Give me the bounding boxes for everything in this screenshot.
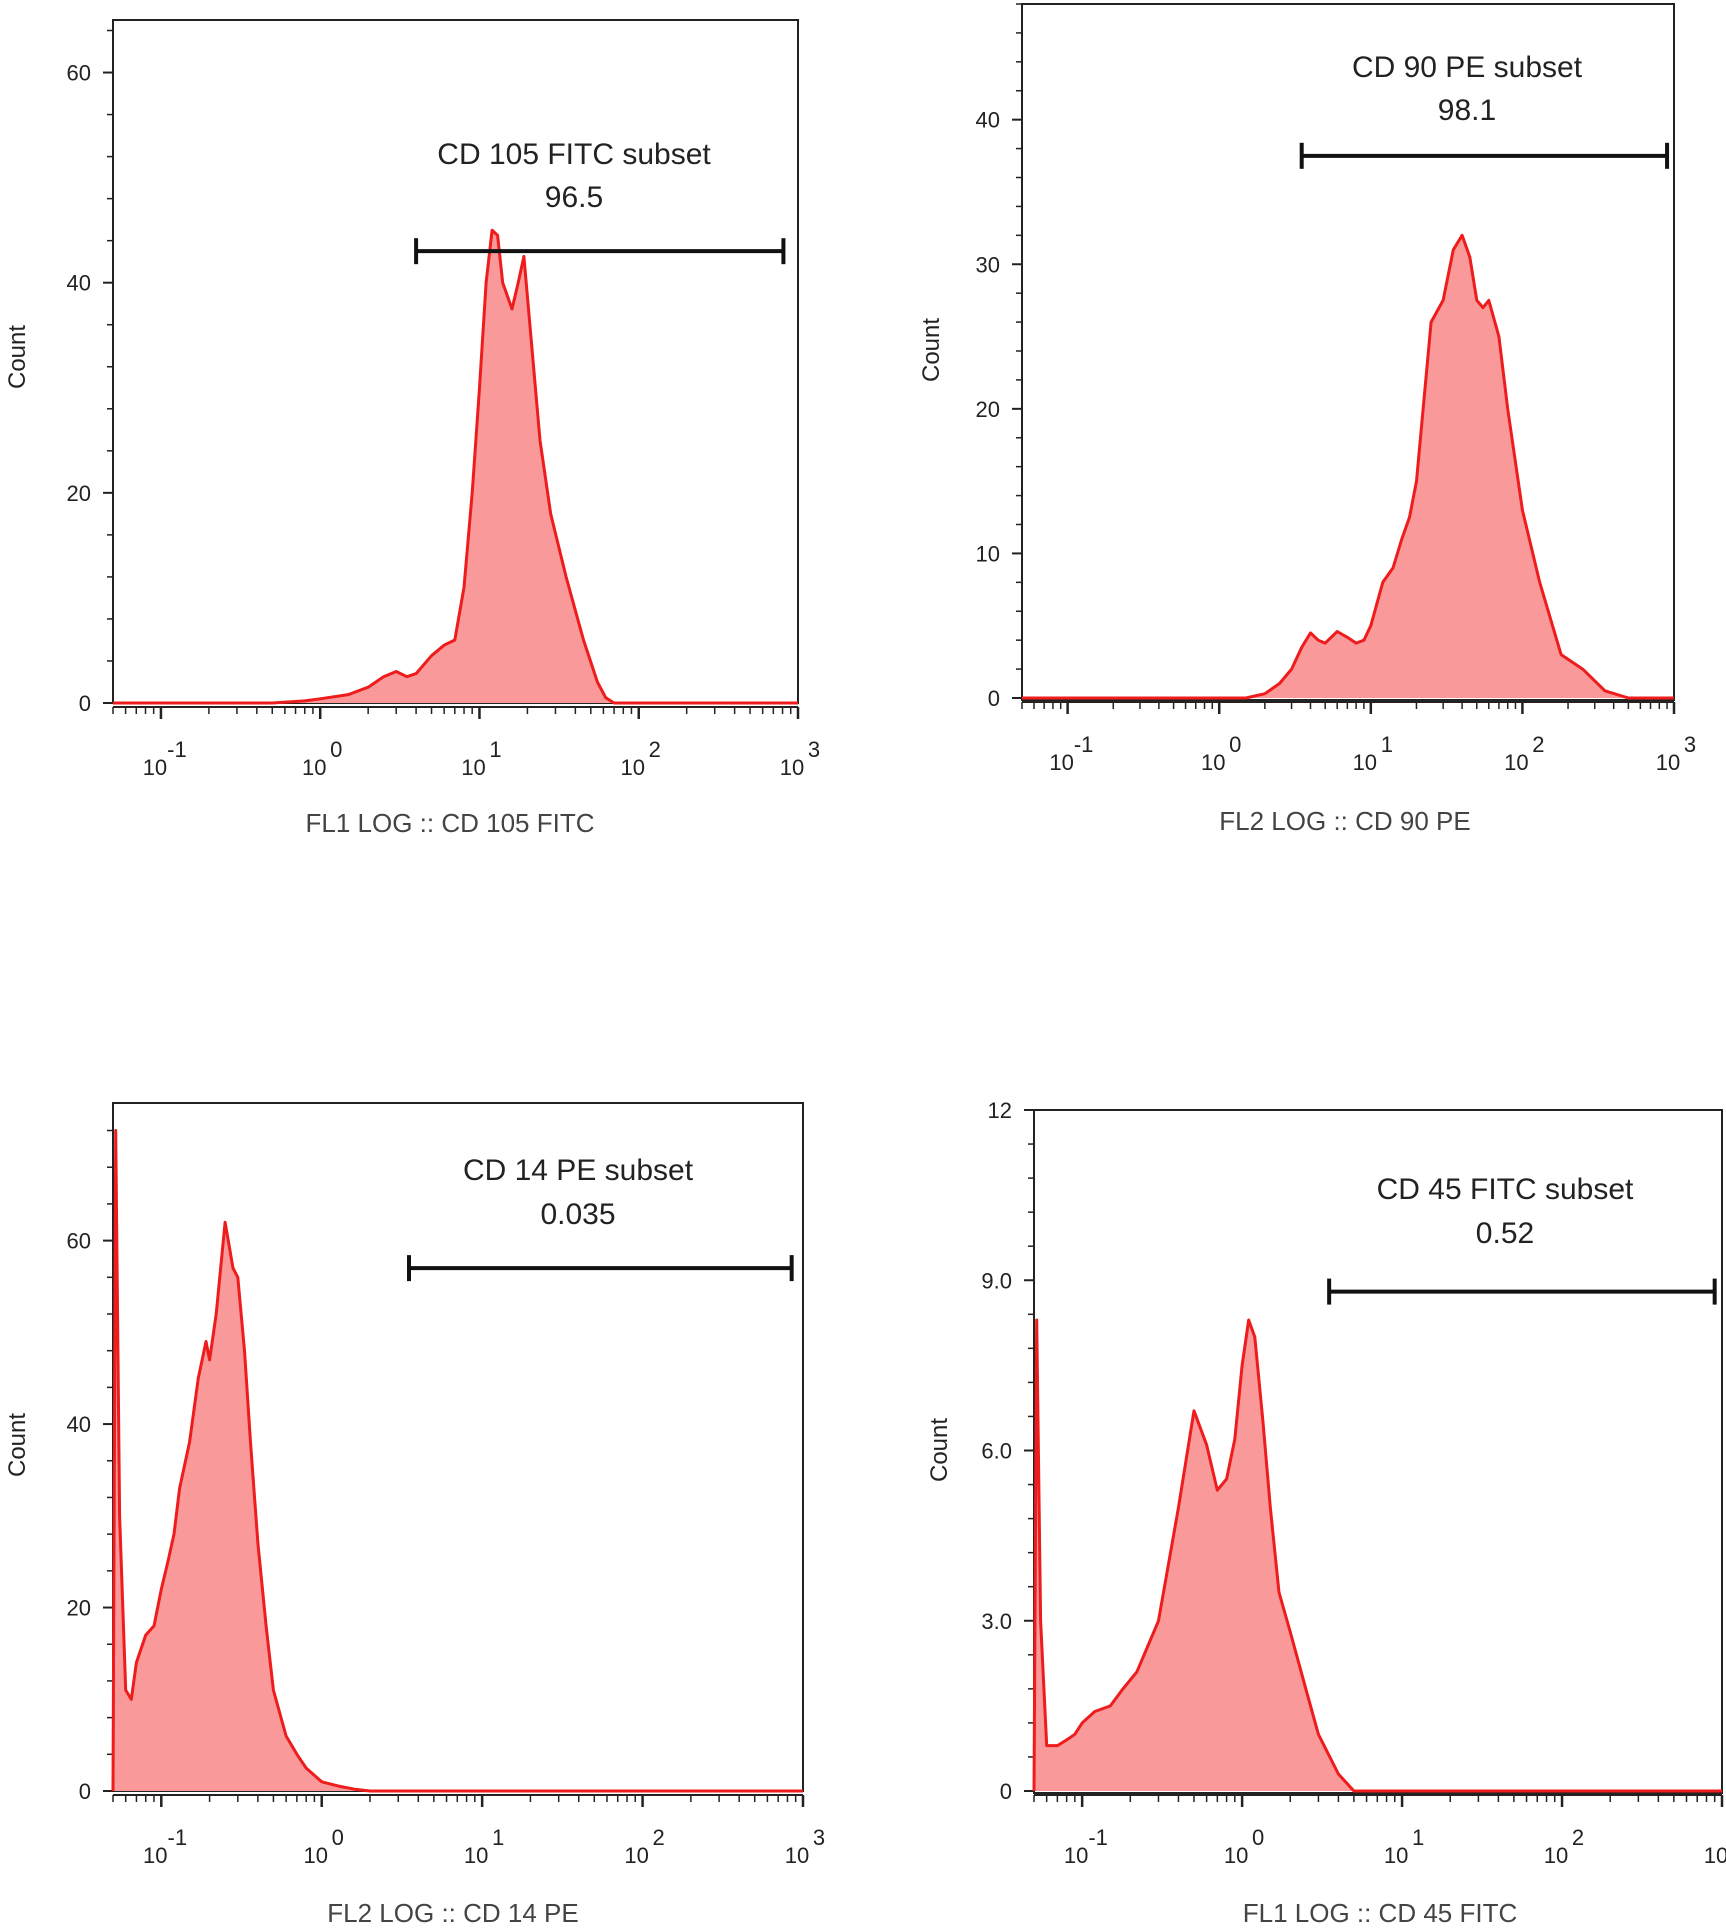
y-tick-label: 60: [67, 61, 91, 86]
y-tick-label: 40: [976, 108, 1000, 133]
x-tick-exponent: -1: [1074, 732, 1094, 757]
x-tick-label: 10: [785, 1843, 809, 1868]
y-axis-label: Count: [4, 325, 31, 389]
histogram-line: [1022, 233, 1674, 700]
x-tick-exponent: 2: [649, 737, 661, 762]
x-tick-exponent: 1: [1412, 1825, 1424, 1850]
y-tick-label: 0: [988, 686, 1000, 711]
y-tick-label: 0: [79, 691, 91, 716]
x-tick-exponent: 0: [1229, 732, 1241, 757]
x-tick-exponent: -1: [168, 1825, 188, 1850]
x-tick-exponent: 3: [813, 1825, 825, 1850]
y-tick-label: 12: [988, 1098, 1012, 1123]
histogram-area: [111, 1129, 803, 1793]
y-tick-label: 3.0: [981, 1609, 1012, 1634]
plot-frame: [112, 19, 799, 704]
y-tick-label: 6.0: [981, 1439, 1012, 1464]
x-axis-label: FL2 LOG :: CD 14 PE: [327, 1898, 578, 1928]
x-tick-label: 10: [780, 755, 804, 780]
y-tick-label: 20: [67, 1596, 91, 1621]
x-tick-label: 10: [464, 1843, 488, 1868]
x-tick-label: 10: [1353, 750, 1377, 775]
x-tick-label: 10: [143, 755, 167, 780]
x-tick-label: 10: [1201, 750, 1225, 775]
y-tick-label: 20: [976, 397, 1000, 422]
y-axis-label: Count: [918, 318, 945, 382]
x-axis-label: FL1 LOG :: CD 105 FITC: [306, 808, 595, 838]
x-axis-label: FL1 LOG :: CD 45 FITC: [1243, 1898, 1518, 1928]
x-tick-exponent: 3: [1684, 732, 1696, 757]
x-tick-exponent: 3: [808, 737, 820, 762]
x-tick-exponent: 2: [1532, 732, 1544, 757]
x-tick-label: 10: [624, 1843, 648, 1868]
x-tick-label: 10: [1544, 1843, 1568, 1868]
histogram-line: [111, 1129, 803, 1793]
y-tick-label: 10: [976, 541, 1000, 566]
y-tick-label: 9.0: [981, 1268, 1012, 1293]
histogram-area: [1022, 233, 1674, 700]
x-tick-label: 10: [1049, 750, 1073, 775]
x-tick-exponent: 0: [1252, 1825, 1264, 1850]
x-tick-label: 10: [143, 1843, 167, 1868]
x-tick-label: 10: [1224, 1843, 1248, 1868]
y-tick-label: 40: [67, 271, 91, 296]
x-tick-exponent: 0: [330, 737, 342, 762]
gate-bar: [1299, 142, 1670, 169]
plot-frame: [1021, 3, 1675, 701]
histogram-fill: [1022, 235, 1674, 699]
x-tick-label: 10: [620, 755, 644, 780]
gate-label: CD 105 FITC subset: [437, 138, 711, 171]
gate-bar: [414, 238, 786, 265]
x-tick-exponent: 1: [489, 737, 501, 762]
gate-percentage: 96.5: [545, 181, 603, 214]
x-tick-label: 10: [1704, 1843, 1726, 1868]
x-tick-label: 10: [1504, 750, 1528, 775]
gate-percentage: 0.035: [540, 1198, 615, 1231]
gate-percentage: 0.52: [1476, 1217, 1534, 1250]
x-tick-exponent: 2: [652, 1825, 664, 1850]
y-tick-label: 0: [1000, 1779, 1012, 1804]
histogram-line: [113, 228, 798, 705]
x-tick-label: 10: [461, 755, 485, 780]
x-tick-exponent: -1: [1088, 1825, 1108, 1850]
gate-label: CD 90 PE subset: [1352, 51, 1583, 84]
histogram-area: [113, 228, 798, 705]
y-tick-label: 30: [976, 252, 1000, 277]
gate-label: CD 45 FITC subset: [1377, 1173, 1634, 1206]
x-tick-label: 10: [1656, 750, 1680, 775]
x-tick-exponent: 1: [492, 1825, 504, 1850]
gate-label: CD 14 PE subset: [463, 1154, 694, 1187]
x-tick-label: 10: [1384, 1843, 1408, 1868]
gate-percentage: 98.1: [1438, 94, 1496, 127]
x-tick-label: 10: [302, 755, 326, 780]
y-axis-label: Count: [4, 1413, 31, 1477]
x-tick-exponent: 0: [332, 1825, 344, 1850]
y-tick-label: 20: [67, 481, 91, 506]
histogram-area: [1032, 1318, 1722, 1793]
histogram-fill: [1034, 1320, 1722, 1791]
x-tick-exponent: 1: [1381, 732, 1393, 757]
x-tick-label: 10: [303, 1843, 327, 1868]
y-tick-label: 40: [67, 1412, 91, 1437]
x-tick-exponent: -1: [167, 737, 187, 762]
y-tick-label: 60: [67, 1229, 91, 1254]
gate-bar: [1327, 1278, 1717, 1305]
histogram-line: [1032, 1318, 1722, 1793]
x-tick-label: 10: [1064, 1843, 1088, 1868]
gate-bar: [407, 1255, 794, 1282]
y-axis-label: Count: [926, 1418, 953, 1482]
x-axis-label: FL2 LOG :: CD 90 PE: [1219, 806, 1470, 836]
y-tick-label: 0: [79, 1779, 91, 1804]
x-tick-exponent: 2: [1572, 1825, 1584, 1850]
